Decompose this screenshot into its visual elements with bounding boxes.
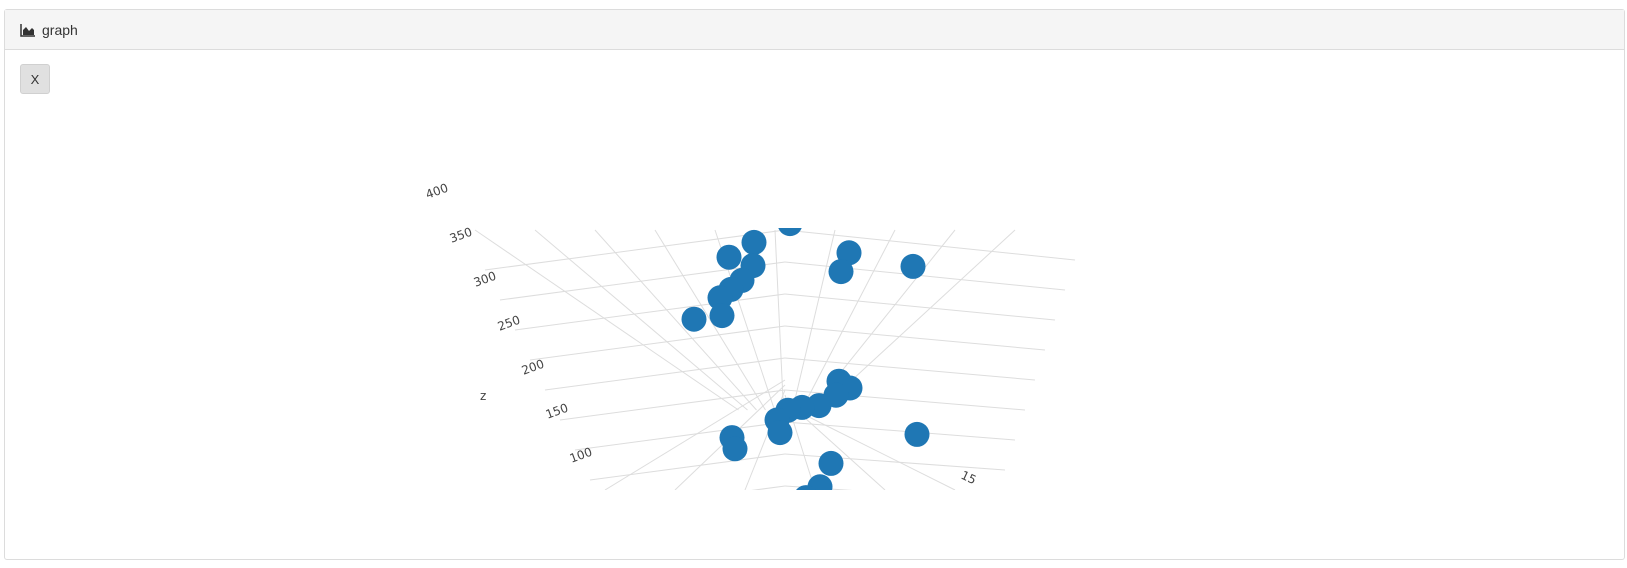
data-point[interactable] [716, 244, 742, 270]
scatter3d-chart[interactable]: 100 150 200 250 300 350 400 z 15 [5, 50, 1624, 560]
grid-line [514, 293, 786, 331]
z-tick-label: 400 [424, 181, 450, 202]
panel-header: graph [5, 10, 1624, 50]
data-point[interactable] [767, 420, 793, 446]
grid-line [784, 293, 1056, 321]
data-point[interactable] [807, 474, 833, 499]
grid-line [774, 229, 784, 411]
plot-area[interactable]: 100 150 200 250 300 350 400 z 15 [5, 50, 1624, 560]
grid-line [559, 389, 786, 421]
grid-line [534, 229, 748, 411]
data-point[interactable] [828, 259, 854, 285]
z-tick-label: 300 [472, 269, 498, 290]
data-points[interactable] [681, 196, 930, 510]
grid-line [589, 453, 786, 481]
grid-line [529, 325, 786, 361]
z-tick-label: 150 [544, 401, 570, 422]
grid-line [784, 357, 1036, 381]
data-point[interactable] [709, 303, 735, 329]
panel-body: 100 150 200 250 300 350 400 z 15 X [5, 50, 1624, 560]
grid-line [654, 229, 766, 411]
grid-line [801, 229, 896, 411]
grid-line [499, 261, 786, 301]
grid-line [604, 379, 786, 490]
grid-line [784, 453, 1006, 471]
data-point[interactable] [722, 436, 748, 462]
z-tick-label: 200 [520, 357, 546, 378]
data-point[interactable] [904, 421, 930, 447]
grid-line [484, 229, 786, 271]
data-point[interactable] [741, 229, 767, 255]
grid-line [784, 325, 1046, 351]
grid-line [544, 357, 786, 391]
tick-labels: 100 150 200 250 300 350 400 z 15 [424, 181, 979, 488]
z-tick-label: 100 [568, 445, 594, 466]
z-tick-label: 350 [448, 225, 474, 246]
panel-title: graph [42, 21, 78, 38]
grid-line [751, 485, 786, 490]
grid-line [474, 229, 739, 411]
z-axis-label: z [480, 389, 486, 403]
data-point[interactable] [900, 253, 926, 279]
close-button[interactable]: X [20, 64, 50, 94]
grid-line [784, 404, 956, 490]
data-point[interactable] [719, 196, 744, 221]
data-point[interactable] [794, 485, 819, 510]
grid-line [594, 229, 757, 411]
data-point[interactable] [681, 306, 707, 332]
area-chart-icon [20, 23, 36, 37]
data-point[interactable] [836, 240, 862, 266]
y-tick-label: 15 [959, 468, 979, 487]
data-point[interactable] [778, 211, 803, 237]
graph-panel: graph 100 150 200 250 300 350 400 z 15 X [4, 9, 1625, 560]
grid-line [784, 421, 1016, 441]
grid-line [792, 229, 836, 411]
grid-lines [474, 229, 1076, 490]
grid-line [784, 229, 1076, 261]
z-tick-label: 250 [496, 313, 522, 334]
data-point[interactable] [818, 450, 844, 476]
grid-line [574, 421, 786, 451]
